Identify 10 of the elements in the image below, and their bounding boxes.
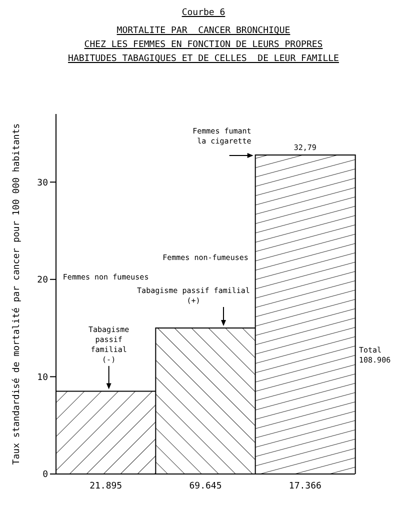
x-tick-label: 17.366	[288, 481, 322, 492]
y-tick-label: 10	[37, 372, 48, 383]
x-tick-label: 21.895	[90, 481, 122, 492]
chart-title: Courbe 6	[180, 8, 226, 18]
y-tick-label: 20	[37, 276, 48, 286]
y-axis-title: Taux standardisé de mortalité par cancer pour 100 000 habitants	[11, 123, 22, 465]
x-tick-label: 69.645	[189, 481, 222, 492]
y-tick-label: 30	[37, 178, 48, 188]
chart-subtitle: MORTALITE PAR CANCER BRONCHIQUE CHEZ LES FEMMES EN FONCTION DE LEURS PROPRES HABITUDES TABAGIQUES ET DE CELLES DE LEUR FAMILLE	[67, 26, 340, 64]
y-tick-label: 0	[42, 470, 48, 480]
